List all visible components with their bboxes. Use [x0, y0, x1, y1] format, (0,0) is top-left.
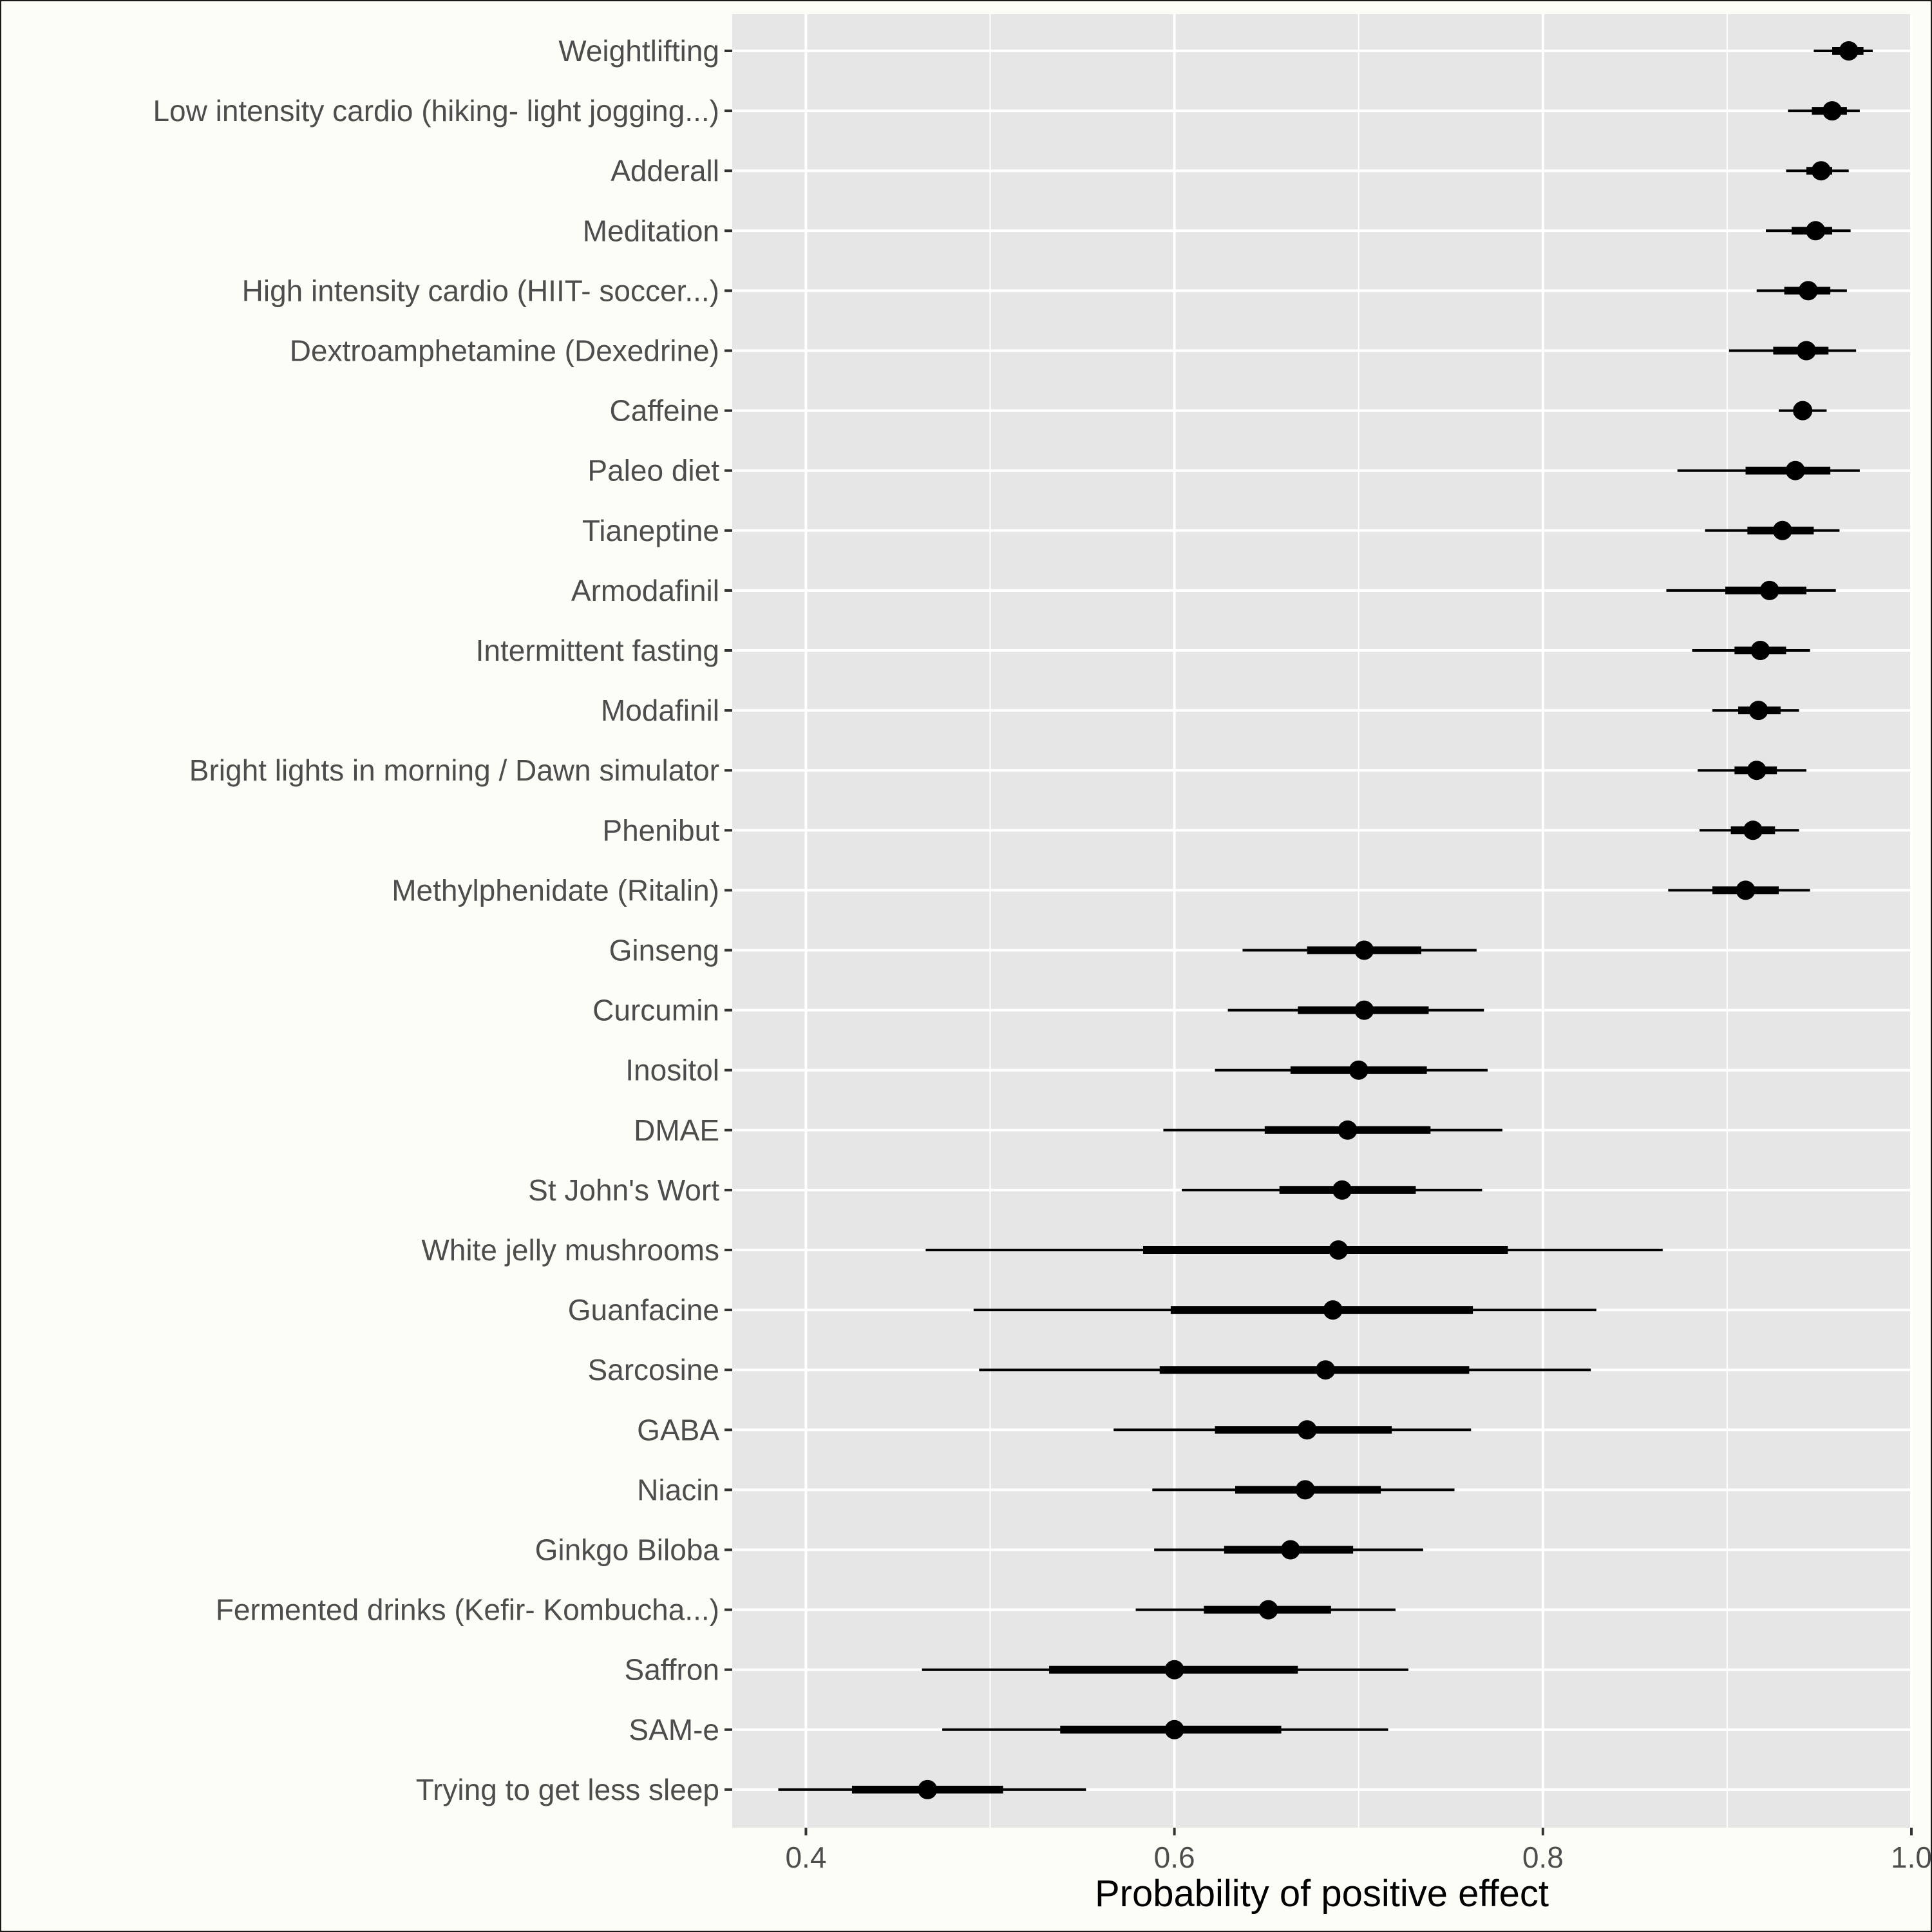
category-label: Caffeine [609, 394, 719, 428]
point-estimate [1280, 1540, 1300, 1560]
category-label: DMAE [634, 1113, 719, 1147]
category-label: Bright lights in morning / Dawn simulato… [189, 753, 719, 787]
point-estimate [1743, 820, 1763, 840]
y-axis: Weightlifting Low intensity cardio (hikin… [153, 34, 732, 1806]
point-estimate [1822, 101, 1842, 121]
category-label: High intensity cardio (HIIT- soccer...) [242, 274, 719, 307]
x-tick-label: 0.8 [1522, 1841, 1564, 1874]
point-estimate [1349, 1060, 1368, 1080]
minor-gridlines [989, 14, 1728, 1828]
point-estimate [1316, 1360, 1336, 1380]
point-estimate [1798, 281, 1818, 301]
plot-panel [732, 14, 1911, 1828]
point-estimate [1354, 1000, 1374, 1020]
category-label: Armodafinil [571, 574, 719, 607]
point-estimate [1839, 41, 1859, 61]
category-label: Sarcosine [587, 1353, 719, 1387]
category-label: Meditation [583, 214, 719, 247]
x-axis-title: Probability of positive effect [1095, 1873, 1549, 1915]
point-estimate [1736, 880, 1756, 900]
category-label: SAM-e [629, 1713, 719, 1747]
category-label: Weightlifting [558, 34, 719, 68]
point-estimate [1323, 1300, 1343, 1320]
point-estimate [1750, 641, 1770, 660]
category-label: Ginkgo Biloba [535, 1533, 720, 1567]
point-estimate [1354, 940, 1374, 960]
category-label: White jelly mushrooms [421, 1233, 719, 1267]
category-label: Tianeptine [582, 514, 719, 547]
point-estimate [1772, 520, 1792, 540]
point-estimate [1164, 1719, 1184, 1739]
category-label: Fermented drinks (Kefir- Kombucha...) [216, 1593, 719, 1627]
category-label: Niacin [637, 1473, 719, 1506]
point-estimate [1164, 1660, 1184, 1680]
point-estimate [918, 1779, 938, 1799]
point-estimate [1258, 1600, 1278, 1620]
category-label: Modafinil [601, 694, 719, 727]
point-estimate [1748, 701, 1768, 721]
interval-marks [778, 41, 1873, 1799]
category-label: St John's Wort [528, 1173, 719, 1207]
category-label: Phenibut [602, 813, 719, 847]
category-label: GABA [637, 1413, 719, 1446]
category-label: Curcumin [592, 994, 719, 1027]
point-estimate [1747, 761, 1766, 781]
category-label: Ginseng [609, 934, 719, 967]
category-label: Guanfacine [568, 1293, 719, 1327]
point-estimate [1329, 1240, 1349, 1260]
category-label: Adderall [611, 154, 719, 187]
category-label: Low intensity cardio (hiking- light jogg… [153, 94, 719, 128]
category-label: Inositol [625, 1054, 719, 1087]
point-estimate [1297, 1420, 1317, 1440]
category-label: Paleo diet [587, 454, 719, 488]
category-label: Intermittent fasting [476, 634, 719, 667]
point-estimate [1785, 460, 1805, 480]
point-estimate [1338, 1120, 1358, 1140]
x-tick-label: 0.4 [785, 1841, 826, 1874]
point-estimate [1811, 161, 1831, 181]
category-label: Dextroamphetamine (Dexedrine) [290, 334, 719, 368]
point-estimate [1295, 1480, 1315, 1500]
point-estimate [1806, 221, 1826, 241]
point-estimate [1332, 1180, 1352, 1200]
point-estimate [1759, 580, 1779, 600]
category-label: Saffron [625, 1653, 719, 1687]
point-estimate [1796, 341, 1816, 361]
x-tick-label: 0.6 [1154, 1841, 1195, 1874]
point-estimate [1793, 401, 1813, 421]
x-axis: 0.4 0.6 0.8 1.0 [785, 1828, 1932, 1874]
x-tick-label: 1.0 [1891, 1841, 1932, 1874]
category-label: Methylphenidate (Ritalin) [392, 873, 719, 907]
category-label: Trying to get less sleep [416, 1773, 719, 1806]
